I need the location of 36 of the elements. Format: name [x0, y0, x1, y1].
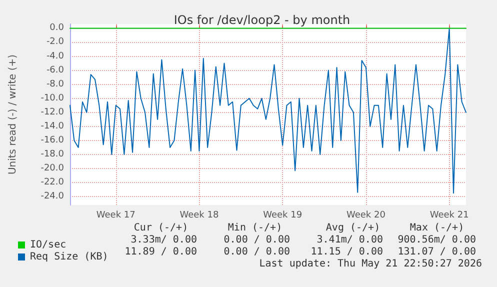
y-axis-title: Units read (-) / write (+): [8, 54, 18, 175]
y-tick-label: -20.0: [40, 164, 64, 174]
text: Max (-/+): [410, 222, 464, 234]
y-tick-label: -24.0: [40, 192, 64, 202]
chart-title: IOs for /dev/loop2 - by month: [174, 13, 350, 27]
x-tick-label: Week 21: [430, 210, 469, 220]
text: Last update: Thu May 21 22:50:27 2026: [259, 258, 482, 270]
y-tick-label: -14.0: [40, 121, 64, 132]
x-tick-label: Week 18: [180, 210, 219, 220]
x-tick-label: Week 17: [96, 210, 136, 220]
y-tick-label: -10.0: [40, 93, 64, 104]
text: Avg (-/+): [326, 222, 380, 234]
text: 900.56m/ 0.00: [398, 234, 476, 246]
y-tick-label: -12.0: [40, 107, 64, 118]
y-tick-label: 0.0: [50, 23, 64, 34]
y-tick-label: -22.0: [40, 178, 64, 188]
y-tick-label: -6.0: [46, 65, 64, 76]
text: Cur (-/+): [134, 222, 188, 234]
legend-label: Req Size (KB): [30, 252, 108, 262]
text: 0.00 / 0.00: [224, 234, 290, 246]
text: 3.41m/ 0.00: [316, 234, 383, 246]
y-tick-label: -4.0: [46, 51, 64, 62]
y-tick-label: -2.0: [46, 37, 64, 48]
legend-label: IO/sec: [30, 240, 66, 250]
y-tick-label: -8.0: [46, 79, 64, 90]
y-tick-label: -18.0: [40, 149, 64, 160]
line-series: [70, 28, 466, 194]
text: 11.15 / 0.00: [310, 246, 383, 258]
text: Min (-/+): [228, 222, 282, 234]
text: 0.00 / 0.00: [224, 246, 290, 258]
x-tick-label: Week 19: [263, 210, 302, 220]
y-tick-label: -16.0: [40, 135, 64, 146]
text: 131.07 / 0.00: [398, 246, 476, 258]
x-tick-label: Week 20: [346, 210, 386, 220]
text: 3.33m/ 0.00: [130, 234, 197, 246]
text: 11.89 / 0.00: [124, 246, 197, 258]
